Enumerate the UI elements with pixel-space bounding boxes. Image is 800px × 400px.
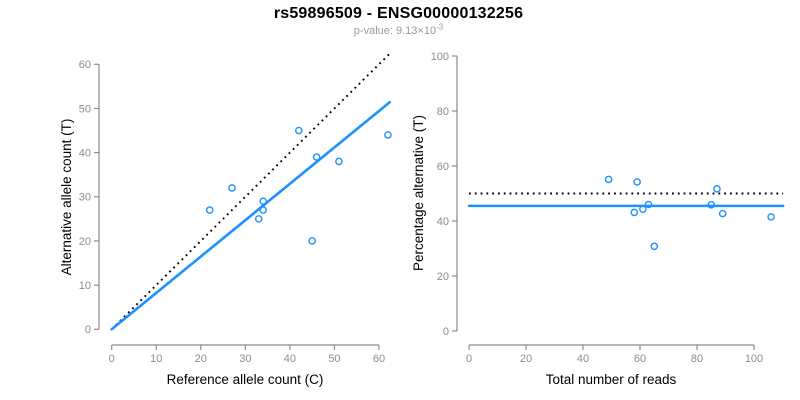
data-point (639, 205, 647, 213)
x-tick-label: 30 (239, 353, 251, 365)
x-tick-label: 50 (328, 353, 340, 365)
right-y-axis-title: Percentage alternative (T) (411, 115, 426, 271)
data-point (254, 215, 263, 223)
x-tick-label: 40 (577, 353, 589, 365)
y-tick-label: 60 (437, 161, 449, 173)
fit-line (110, 100, 391, 331)
data-point (295, 126, 303, 135)
data-point (312, 153, 321, 161)
x-tick-label: 60 (634, 353, 646, 365)
data-point (228, 184, 236, 192)
x-tick-label: 20 (195, 353, 207, 365)
x-tick-label: 60 (373, 353, 385, 365)
left-plot: 0 10 20 30 40 50 60 0 10 20 30 40 50 60 (79, 53, 392, 365)
data-point (718, 209, 727, 218)
y-tick-label: 20 (437, 271, 449, 283)
pvalue-exponent: -3 (436, 22, 444, 32)
left-x-axis-title: Reference allele count (C) (167, 372, 324, 387)
figure-subtitle: p-value: 9.13×10-3 (0, 22, 797, 37)
x-tick-label: 40 (284, 353, 296, 365)
y-tick-label: 20 (79, 236, 91, 248)
data-point (259, 197, 267, 206)
data-point (713, 185, 721, 193)
data-point (259, 206, 267, 214)
x-tick-label: 80 (691, 353, 703, 365)
data-point (384, 131, 392, 139)
y-tick-label: 0 (443, 326, 449, 338)
x-tick-label: 20 (520, 353, 532, 365)
y-tick-label: 0 (85, 324, 91, 336)
data-point (604, 175, 613, 184)
x-tick-label: 0 (109, 353, 115, 365)
data-point (633, 178, 641, 186)
y-tick-label: 80 (437, 106, 449, 118)
y-tick-label: 40 (79, 147, 91, 159)
y-tick-label: 100 (431, 51, 449, 63)
right-x-axis-title: Total number of reads (546, 372, 677, 387)
y-tick-label: 10 (79, 280, 91, 292)
x-tick-label: 100 (745, 353, 763, 365)
data-point (650, 242, 659, 251)
figure-title: rs59896509 - ENSG00000132256 (273, 5, 524, 22)
right-plot: 0 20 40 60 80 100 0 20 40 60 80 100 (431, 51, 785, 365)
left-y-axis-title: Alternative allele count (T) (59, 119, 74, 276)
x-tick-label: 10 (150, 353, 162, 365)
pvalue-text: p-value: 9.13×10 (353, 25, 437, 37)
data-point (335, 157, 343, 166)
data-point (767, 213, 775, 221)
x-tick-label: 0 (466, 353, 472, 365)
data-point (205, 206, 214, 214)
data-point (707, 200, 716, 209)
data-point (630, 208, 639, 217)
y-tick-label: 30 (79, 192, 91, 204)
y-tick-label: 50 (79, 103, 91, 115)
data-point (308, 237, 316, 245)
y-tick-label: 40 (437, 216, 449, 228)
identity-line (111, 53, 391, 330)
y-tick-label: 60 (79, 59, 91, 71)
data-point (644, 200, 653, 209)
